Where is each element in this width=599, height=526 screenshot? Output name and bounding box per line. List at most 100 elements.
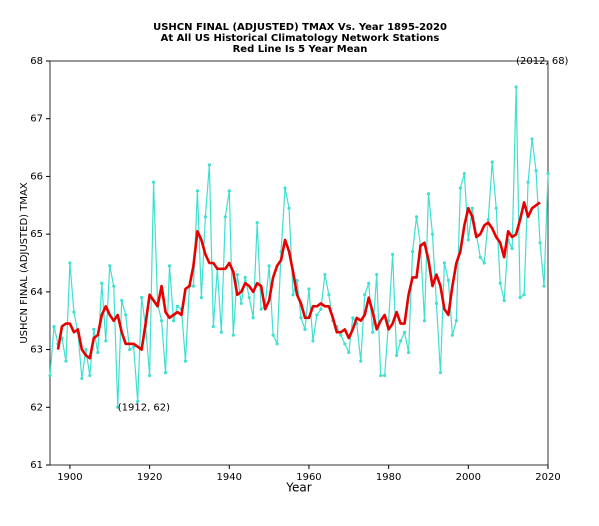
x-tick-label: 1940 [217, 472, 242, 483]
data-point [235, 272, 239, 277]
data-point [175, 304, 180, 308]
data-point [88, 373, 92, 378]
x-tick-label: 1960 [296, 472, 321, 483]
series-line [49, 86, 549, 408]
data-point [406, 350, 411, 355]
data-point [319, 307, 323, 311]
data-point [538, 241, 542, 245]
data-point [470, 206, 474, 210]
data-point [116, 405, 120, 409]
data-point [255, 221, 259, 225]
y-tick-label: 66 [30, 171, 43, 182]
plot-frame [49, 60, 549, 466]
data-point [458, 186, 462, 190]
x-tick-label: 2020 [535, 472, 560, 483]
data-point [323, 272, 327, 277]
data-point [339, 333, 343, 337]
data-point [124, 313, 128, 317]
data-point [96, 350, 100, 355]
data-point [454, 319, 458, 323]
data-point [311, 339, 315, 343]
data-point [327, 293, 331, 297]
data-point [343, 342, 347, 346]
data-point [466, 238, 470, 242]
data-point [490, 160, 494, 164]
data-point [502, 298, 506, 303]
data-point [534, 169, 538, 173]
data-point [92, 327, 96, 331]
data-point [148, 373, 152, 378]
data-point [410, 249, 415, 254]
data-point [315, 313, 319, 317]
data-point [430, 232, 435, 236]
data-point [80, 376, 84, 381]
data-point [299, 316, 303, 320]
data-point [183, 359, 188, 363]
annotation: (1912, 62) [118, 402, 170, 413]
data-point [367, 281, 371, 285]
data-point [140, 296, 144, 300]
data-point [446, 278, 450, 282]
y-tick-label: 63 [30, 345, 43, 356]
chart-title: At All US Historical Climatology Network… [161, 33, 440, 44]
data-point [442, 261, 447, 265]
data-point [422, 319, 427, 323]
data-point [291, 293, 295, 297]
data-point [283, 186, 287, 190]
x-tick-label: 1980 [376, 472, 401, 483]
data-point [494, 206, 498, 210]
data-point [510, 246, 514, 251]
data-point [84, 347, 88, 352]
data-point [371, 330, 375, 334]
annotation: (2012, 68) [516, 56, 568, 67]
data-point [546, 171, 550, 176]
data-point [307, 287, 311, 291]
data-point [398, 339, 403, 343]
data-point [136, 399, 140, 404]
data-point [462, 171, 466, 176]
data-point [450, 333, 454, 337]
x-tick-label: 2000 [456, 472, 481, 483]
y-tick-label: 65 [30, 229, 43, 240]
x-tick-label: 1900 [57, 472, 82, 483]
data-point [478, 255, 482, 259]
data-point [402, 330, 407, 334]
y-tick-label: 68 [30, 56, 43, 67]
data-point [72, 310, 76, 314]
data-point [199, 296, 203, 300]
data-point [167, 264, 172, 268]
data-point [383, 373, 387, 378]
data-point [112, 284, 116, 288]
data-point [267, 264, 271, 268]
data-point [438, 371, 443, 375]
data-point [191, 284, 196, 288]
data-point [108, 264, 112, 268]
data-point [287, 206, 291, 210]
y-tick-label: 67 [30, 114, 43, 125]
data-point [351, 316, 355, 320]
data-point [64, 359, 68, 363]
data-point [163, 371, 168, 375]
data-point [128, 347, 132, 352]
data-point [68, 261, 72, 265]
data-point [379, 373, 383, 378]
data-point [151, 180, 156, 184]
data-point [526, 180, 530, 184]
data-point [375, 272, 379, 277]
data-point [159, 319, 164, 323]
data-point [48, 373, 52, 378]
data-point [347, 350, 351, 355]
data-point [486, 218, 490, 222]
data-point [171, 319, 176, 323]
data-point [271, 333, 275, 337]
data-point [239, 301, 243, 305]
data-point [359, 359, 363, 363]
data-point [395, 353, 399, 357]
y-tick-label: 62 [30, 402, 43, 413]
x-axis-label: Year [285, 481, 311, 495]
chart-title: USHCN FINAL (ADJUSTED) TMAX Vs. Year 189… [153, 22, 447, 33]
data-point [542, 284, 546, 288]
data-point [104, 339, 108, 343]
data-point [414, 215, 419, 219]
